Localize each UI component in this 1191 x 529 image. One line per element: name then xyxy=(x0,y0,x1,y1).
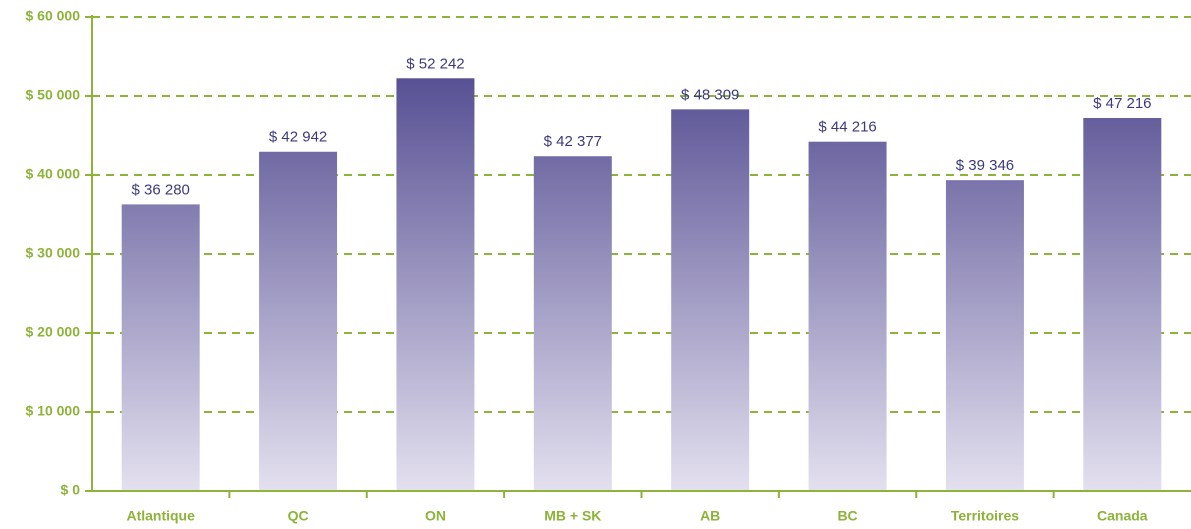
x-tick-label: QC xyxy=(288,508,309,524)
y-tick-label: $ 20 000 xyxy=(26,324,81,340)
value-label: $ 47 216 xyxy=(1093,95,1151,112)
bar xyxy=(259,151,338,492)
value-label: $ 42 942 xyxy=(269,129,327,146)
y-tick-label: $ 10 000 xyxy=(26,403,81,419)
value-label: $ 44 216 xyxy=(818,119,876,136)
value-label: $ 48 309 xyxy=(681,86,739,103)
bar xyxy=(808,141,887,491)
bar xyxy=(945,180,1024,491)
y-tick-label: $ 60 000 xyxy=(26,8,81,24)
y-tick-label: $ 40 000 xyxy=(26,166,81,182)
y-tick-label: $ 30 000 xyxy=(26,245,81,261)
y-tick-label: $ 50 000 xyxy=(26,87,81,103)
bar xyxy=(121,204,200,491)
bar xyxy=(671,109,750,492)
x-tick-label: Atlantique xyxy=(126,508,195,524)
value-label: $ 39 346 xyxy=(956,157,1014,174)
bar xyxy=(533,156,612,492)
value-label: $ 36 280 xyxy=(131,181,189,198)
bar xyxy=(396,78,475,491)
bar xyxy=(1083,117,1162,492)
x-tick-label: Territoires xyxy=(951,508,1019,524)
x-tick-label: MB + SK xyxy=(544,508,601,524)
x-tick-label: ON xyxy=(425,508,446,524)
value-label: $ 42 377 xyxy=(544,133,602,150)
x-tick-label: Canada xyxy=(1097,508,1148,524)
x-tick-label: AB xyxy=(700,508,720,524)
value-label: $ 52 242 xyxy=(406,55,464,72)
x-tick-label: BC xyxy=(837,508,857,524)
y-tick-label: $ 0 xyxy=(61,482,81,498)
